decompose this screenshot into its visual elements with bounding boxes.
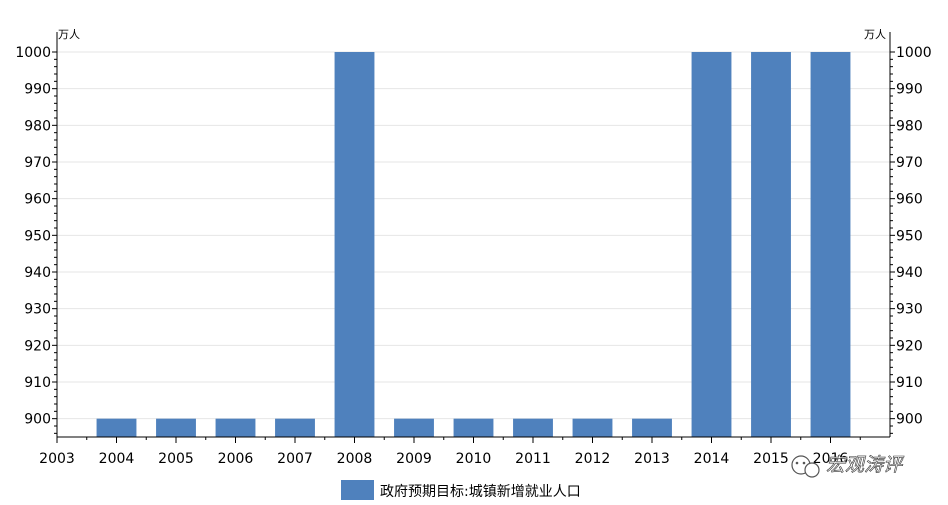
bars: [96, 52, 851, 437]
y-tick-label-left: 950: [24, 228, 51, 244]
x-tick-label: 2003: [39, 451, 75, 467]
bar-2005: [156, 418, 196, 437]
bar-2015: [751, 52, 791, 437]
x-tick-label: 2009: [396, 451, 432, 467]
x-tick-label: 2014: [694, 451, 730, 467]
y-tick-label-right: 950: [896, 228, 923, 244]
y-tick-label-right: 960: [896, 192, 923, 208]
bar-2007: [275, 418, 315, 437]
x-tick-label: 2013: [634, 451, 670, 467]
bar-2011: [513, 418, 553, 437]
y-tick-label-left: 990: [24, 82, 51, 98]
x-tick-label: 2006: [218, 451, 254, 467]
y-unit-left: 万人: [58, 28, 80, 41]
legend: 政府预期目标:城镇新增就业人口: [341, 480, 581, 500]
y-tick-label-left: 980: [24, 118, 51, 134]
y-tick-labels: 900 900 910 910 920 920 930 930 940 940 950 950 960 9…: [15, 45, 931, 428]
bar-2006: [215, 418, 256, 437]
y-tick-label-left: 930: [24, 302, 51, 318]
bar-2016: [810, 52, 851, 437]
watermark-text: 宏观涛评: [826, 454, 905, 476]
x-tick-label: 2015: [753, 451, 789, 467]
bar-2004: [96, 418, 137, 437]
x-tick-label: 2011: [515, 451, 551, 467]
y-tick-label-right: 910: [896, 375, 923, 391]
y-tick-label-left: 1000: [15, 45, 51, 61]
y-tick-label-right: 930: [896, 302, 923, 318]
legend-label: 政府预期目标:城镇新增就业人口: [380, 484, 581, 500]
y-tick-label-left: 970: [24, 155, 51, 171]
x-tick-label: 2012: [575, 451, 611, 467]
bar-2009: [394, 418, 434, 437]
bar-2012: [572, 418, 613, 437]
legend-swatch: [341, 480, 374, 500]
x-tick-label: 2004: [99, 451, 135, 467]
bar-2010: [453, 418, 494, 437]
y-tick-label-right: 970: [896, 155, 923, 171]
axes: [52, 32, 895, 443]
x-tick-label: 2010: [456, 451, 492, 467]
y-tick-label-left: 940: [24, 265, 51, 281]
bar-2013: [632, 418, 672, 437]
y-tick-label-left: 920: [24, 338, 51, 354]
x-tick-label: 2008: [337, 451, 373, 467]
x-tick-label: 2007: [277, 451, 313, 467]
y-tick-label-right: 920: [896, 338, 923, 354]
y-tick-label-right: 1000: [896, 45, 932, 61]
y-tick-label-left: 960: [24, 192, 51, 208]
bar-2014: [691, 52, 732, 437]
watermark: 宏观涛评: [791, 454, 905, 478]
y-unit-right: 万人: [864, 28, 886, 41]
x-tick-label: 2016: [813, 451, 849, 467]
wechat-icon: [791, 455, 820, 478]
y-tick-label-right: 940: [896, 265, 923, 281]
y-tick-label-right: 980: [896, 118, 923, 134]
y-tick-label-left: 900: [24, 412, 51, 428]
x-tick-label: 2005: [158, 451, 194, 467]
y-tick-label-left: 910: [24, 375, 51, 391]
x-tick-labels: 2003 2004 2005 2006 2007 2008 2009 2010 2011 2012…: [39, 451, 848, 467]
y-tick-label-right: 990: [896, 82, 923, 98]
bar-2008: [334, 52, 375, 437]
y-tick-label-right: 900: [896, 412, 923, 428]
